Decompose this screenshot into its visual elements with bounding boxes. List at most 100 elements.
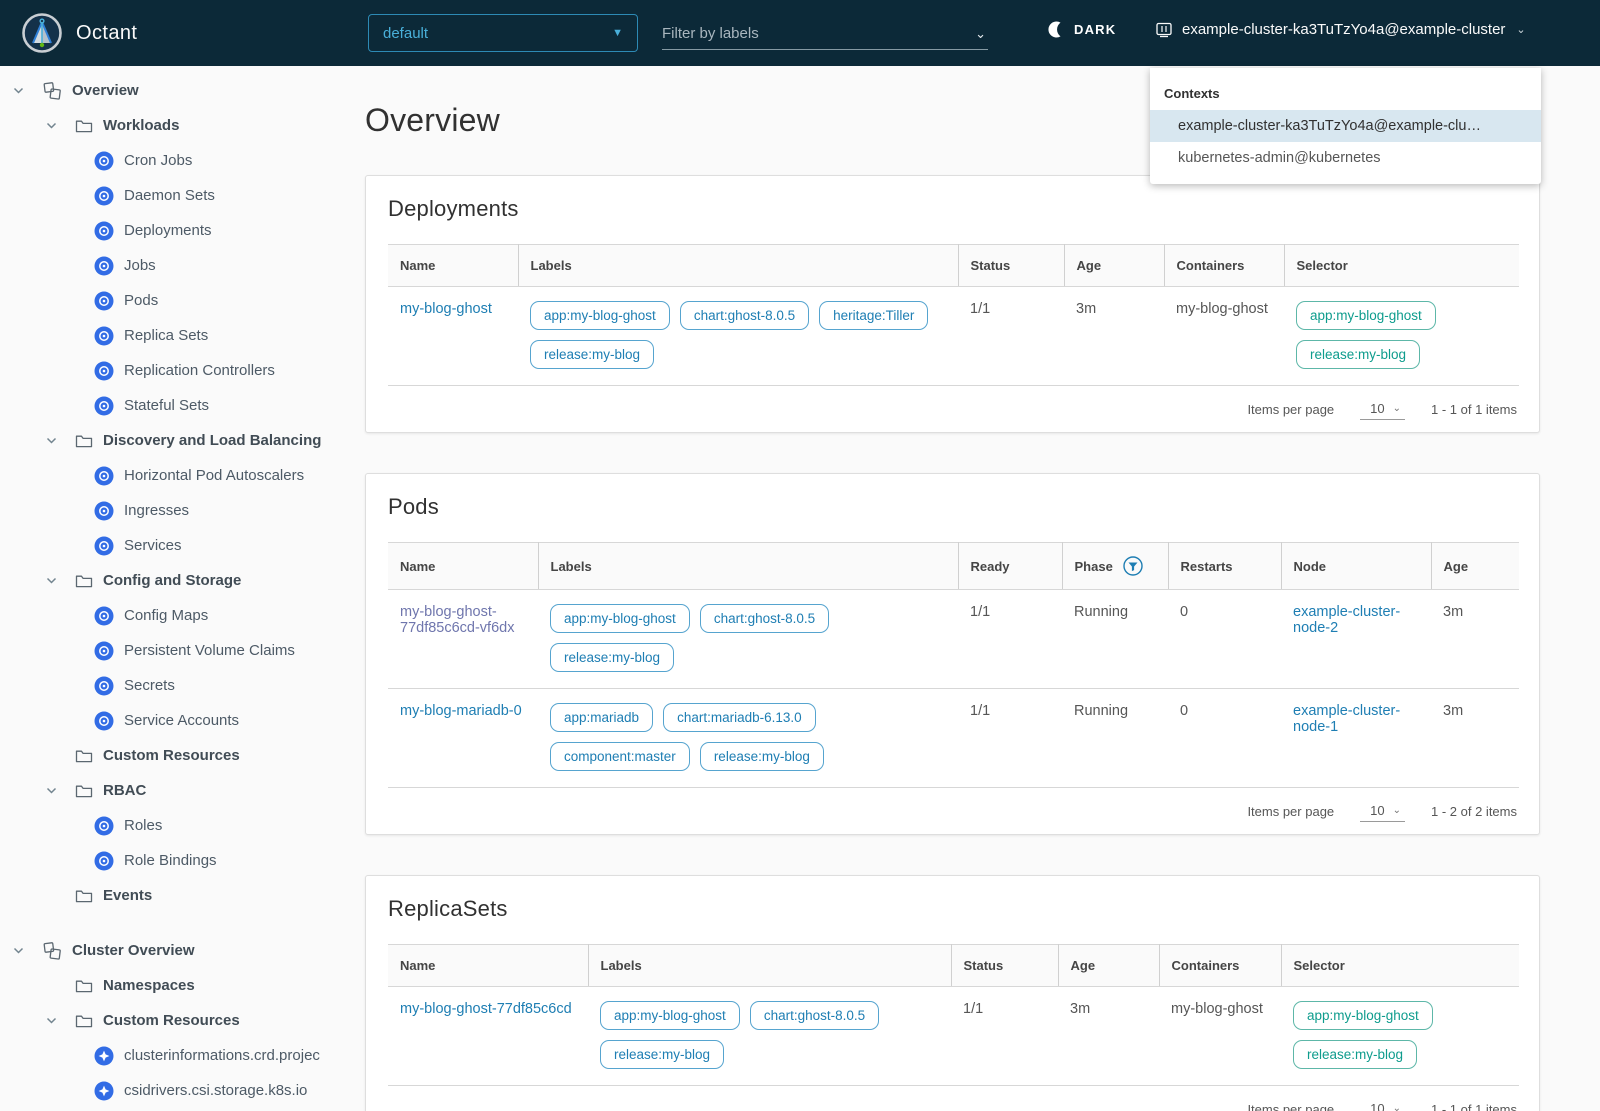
resource-link[interactable]: my-blog-ghost-77df85c6cd-vf6dx [400, 604, 515, 636]
cell-node: example-cluster-node-1 [1281, 688, 1431, 788]
sidebar-item-namespaces[interactable]: Namespaces [0, 968, 340, 1003]
selector-pill[interactable]: release:my-blog [1293, 1040, 1418, 1069]
filter-funnel-icon[interactable] [1123, 556, 1143, 576]
label-pill[interactable]: chart:mariadb-6.13.0 [663, 703, 816, 732]
label-pill[interactable]: release:my-blog [530, 340, 655, 369]
sidebar-item-replica-sets[interactable]: Replica Sets [0, 318, 340, 353]
replicasets-card: ReplicaSets Name Labels Status Age Containers… [365, 875, 1540, 1111]
cell-name: my-blog-ghost-77df85c6cd [388, 986, 588, 1086]
column-header-node: Node [1281, 542, 1432, 590]
items-per-page-select[interactable]: 10 ⌄ [1360, 1099, 1405, 1111]
sidebar-item-jobs[interactable]: Jobs [0, 248, 340, 283]
label-pill[interactable]: app:my-blog-ghost [530, 301, 670, 330]
chevron-down-icon: ⌄ [1516, 24, 1526, 36]
cell-restarts: 0 [1168, 589, 1281, 689]
selector-pill[interactable]: release:my-blog [1296, 340, 1421, 369]
sidebar-item-overview[interactable]: Overview [0, 73, 340, 108]
chevron-down-icon[interactable] [45, 434, 75, 447]
cell-selector: app:my-blog-ghost release:my-blog [1281, 986, 1519, 1086]
sidebar-item-pods[interactable]: Pods [0, 283, 340, 318]
table-row: my-blog-ghost-77df85c6cd-vf6dx app:my-blo… [388, 589, 1519, 689]
app-header: Octant default ▼ ⌄ DARK example-cluster-… [0, 0, 1600, 66]
context-menu-item[interactable]: example-cluster-ka3TuTzYo4a@example-clu… [1150, 110, 1541, 142]
chevron-down-icon[interactable]: ⌄ [975, 25, 986, 41]
cell-value: 3m [1443, 703, 1464, 719]
column-header-name: Name [388, 944, 589, 987]
items-per-page-select[interactable]: 10 ⌄ [1360, 801, 1406, 822]
sidebar-item-service-accounts[interactable]: Service Accounts [0, 703, 340, 738]
sidebar-item-csidrivers-csi-storage-k8s-io[interactable]: csidrivers.csi.storage.k8s.io [0, 1073, 340, 1108]
sidebar-item-clusterinformations-crd-projec[interactable]: clusterinformations.crd.projec [0, 1038, 340, 1073]
label-pill[interactable]: app:mariadb [550, 703, 654, 732]
sidebar-item-rbac[interactable]: RBAC [0, 773, 340, 808]
label-pill[interactable]: chart:ghost-8.0.5 [699, 604, 830, 633]
cell-value: 3m [1076, 301, 1097, 317]
resource-link[interactable]: my-blog-ghost-77df85c6cd [400, 1001, 572, 1017]
sidebar-item-secrets[interactable]: Secrets [0, 668, 340, 703]
sidebar-item-label: Secrets [124, 677, 175, 694]
node-link[interactable]: example-cluster-node-2 [1293, 604, 1401, 636]
selector-pill[interactable]: app:my-blog-ghost [1296, 301, 1436, 330]
sidebar-item-services[interactable]: Services [0, 528, 340, 563]
sidebar-item-cron-jobs[interactable]: Cron Jobs [0, 143, 340, 178]
sidebar-item-horizontal-pod-autoscalers[interactable]: Horizontal Pod Autoscalers [0, 458, 340, 493]
cell-age: 3m [1431, 589, 1519, 689]
cell-name: my-blog-ghost [388, 286, 518, 386]
chevron-down-icon[interactable] [45, 574, 75, 587]
cell-labels: app:my-blog-ghost chart:ghost-8.0.5 herita… [518, 286, 958, 386]
items-per-page-select[interactable]: 10 ⌄ [1360, 399, 1406, 420]
sidebar-item-label: csidrivers.csi.storage.k8s.io [124, 1082, 308, 1099]
chevron-down-icon[interactable] [45, 119, 75, 132]
sidebar-item-stateful-sets[interactable]: Stateful Sets [0, 388, 340, 423]
cell-restarts: 0 [1168, 688, 1281, 788]
sidebar-item-custom-resources[interactable]: Custom Resources [0, 1003, 340, 1038]
sidebar-item-roles[interactable]: Roles [0, 808, 340, 843]
sidebar-item-config-and-storage[interactable]: Config and Storage [0, 563, 340, 598]
label-pill[interactable]: app:my-blog-ghost [600, 1001, 740, 1030]
sidebar-item-label: Role Bindings [124, 852, 217, 869]
namespace-select[interactable]: default ▼ [368, 14, 638, 52]
label-pill[interactable]: release:my-blog [699, 742, 824, 771]
sidebar-item-workloads[interactable]: Workloads [0, 108, 340, 143]
chevron-down-icon[interactable] [12, 84, 42, 97]
cell-age: 3m [1058, 986, 1159, 1086]
chevron-down-icon[interactable] [12, 944, 42, 957]
resource-link[interactable]: my-blog-ghost [400, 301, 492, 317]
node-link[interactable]: example-cluster-node-1 [1293, 703, 1401, 735]
resource-link[interactable]: my-blog-mariadb-0 [400, 703, 522, 719]
label-pill[interactable]: component:master [550, 742, 690, 771]
pagination-range: 1 - 1 of 1 items [1431, 1101, 1517, 1111]
k8s-serviceaccounts-icon [94, 711, 114, 731]
k8s-statefulsets-icon [94, 396, 114, 416]
cell-value: 1/1 [970, 604, 991, 620]
sidebar-item-custom-resources[interactable]: Custom Resources [0, 738, 340, 773]
sidebar-item-events[interactable]: Events [0, 878, 340, 913]
deployments-table: Name Labels Status Age Containers Selector my-… [388, 244, 1519, 386]
label-pill[interactable]: app:my-blog-ghost [550, 604, 690, 633]
context-selector[interactable]: example-cluster-ka3TuTzYo4a@example-clus… [1155, 21, 1526, 38]
sidebar-item-deployments[interactable]: Deployments [0, 213, 340, 248]
selector-pill[interactable]: app:my-blog-ghost [1293, 1001, 1433, 1030]
sidebar-item-config-maps[interactable]: Config Maps [0, 598, 340, 633]
dark-mode-toggle[interactable]: DARK [1048, 21, 1116, 38]
chevron-down-icon[interactable] [45, 1014, 75, 1027]
pods-card: Pods Name Labels Ready Phase Restarts Node Age m… [365, 473, 1540, 835]
k8s-ingresses-icon [94, 501, 114, 521]
label-filter-input[interactable] [662, 25, 976, 42]
sidebar-item-ingresses[interactable]: Ingresses [0, 493, 340, 528]
sidebar-item-cluster-overview[interactable]: Cluster Overview [0, 933, 340, 968]
sidebar-item-replication-controllers[interactable]: Replication Controllers [0, 353, 340, 388]
chevron-down-icon[interactable] [45, 784, 75, 797]
sidebar-item-role-bindings[interactable]: Role Bindings [0, 843, 340, 878]
label-pill[interactable]: release:my-blog [550, 643, 675, 672]
label-pill[interactable]: release:my-blog [600, 1040, 725, 1069]
sidebar-item-discovery-and-load-balancing[interactable]: Discovery and Load Balancing [0, 423, 340, 458]
cell-value: 1/1 [970, 301, 991, 317]
sidebar-item-daemon-sets[interactable]: Daemon Sets [0, 178, 340, 213]
label-pill[interactable]: chart:ghost-8.0.5 [749, 1001, 880, 1030]
label-pill[interactable]: chart:ghost-8.0.5 [679, 301, 810, 330]
cell-labels: app:my-blog-ghost chart:ghost-8.0.5 releas… [538, 589, 958, 689]
label-pill[interactable]: heritage:Tiller [819, 301, 929, 330]
context-menu-item[interactable]: kubernetes-admin@kubernetes [1178, 150, 1381, 166]
sidebar-item-persistent-volume-claims[interactable]: Persistent Volume Claims [0, 633, 340, 668]
